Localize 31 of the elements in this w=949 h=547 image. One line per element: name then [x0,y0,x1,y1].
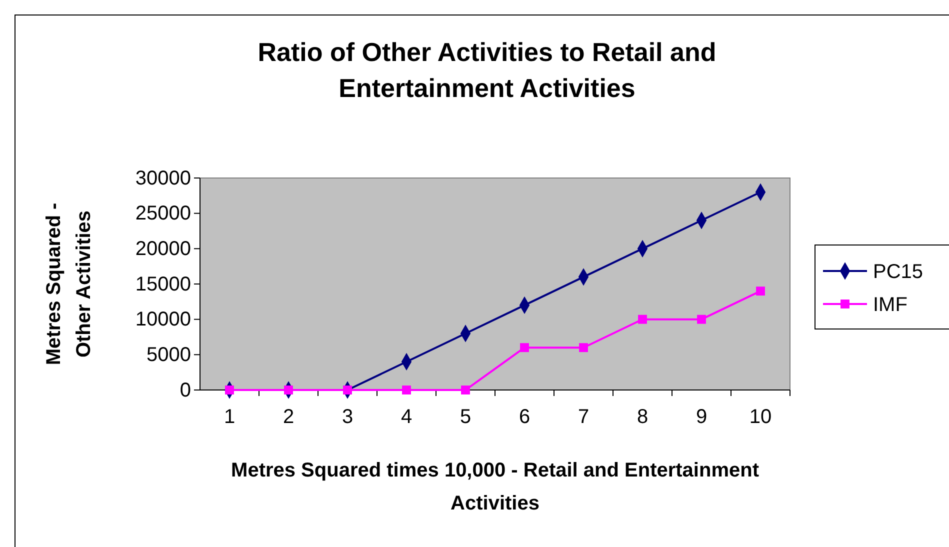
x-axis-title: Metres Squared times 10,000 - Retail and Entertainment Activities [231,460,760,514]
point [756,286,765,296]
point [697,314,706,324]
x-tick-label: 5 [460,406,472,428]
y-tick-label: 10000 [135,308,191,331]
y-tick-label: 20000 [135,238,191,260]
legend-label: PC15 [873,261,924,283]
point [343,386,352,394]
y-tick-label: 5000 [146,344,191,366]
x-tick-label: 4 [400,406,412,428]
point [402,386,411,394]
x-tick-label: 2 [282,406,294,428]
point [284,386,293,394]
x-tick-label: 3 [342,406,354,428]
x-tick-label: 8 [636,406,648,428]
x-tick-label: 9 [696,406,708,428]
y-axis-title: Metres Squared - Other Activities [43,202,95,366]
y-tick-label: 15000 [135,273,191,296]
chart-title: Ratio of Other Activities to Retail and Entertainment Activities [258,37,716,103]
y-tick-label: 25000 [135,202,191,225]
point [461,386,470,394]
point [520,343,529,352]
x-tick-label: 7 [578,406,590,428]
x-tick-label: 10 [749,406,772,428]
y-tick-label: 0 [180,379,191,402]
legend-label: IMF [873,294,908,316]
point [579,343,588,352]
y-tick-label: 30000 [135,167,191,190]
point [638,314,647,324]
x-tick-label: 1 [224,406,236,428]
x-tick-label: 6 [518,406,530,428]
